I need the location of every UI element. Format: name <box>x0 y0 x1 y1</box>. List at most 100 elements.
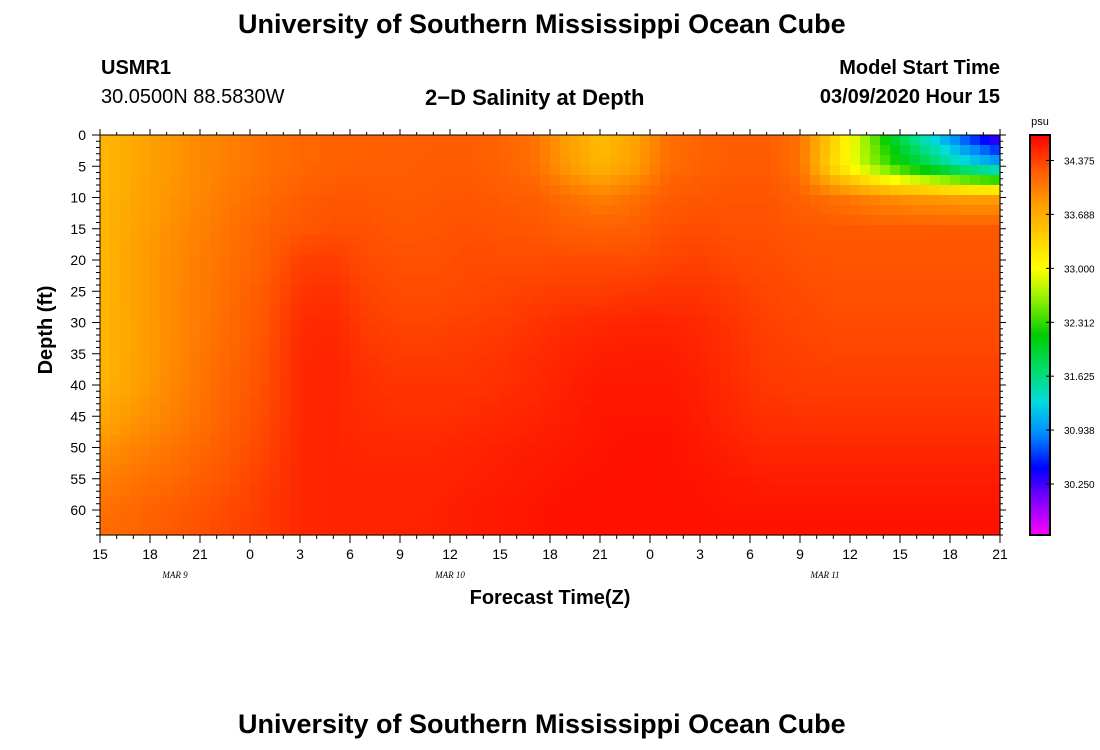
heatmap-cell <box>470 135 481 146</box>
heatmap-cell <box>200 225 211 236</box>
heatmap-cell <box>290 465 301 476</box>
heatmap-cell <box>800 485 811 496</box>
heatmap-cell <box>850 495 861 506</box>
heatmap-cell <box>720 445 731 456</box>
heatmap-cell <box>470 205 481 216</box>
heatmap-cell <box>350 435 361 446</box>
heatmap-cell <box>320 295 331 306</box>
heatmap-cell <box>490 145 501 156</box>
heatmap-cell <box>330 375 341 386</box>
heatmap-cell <box>180 215 191 226</box>
x-tick-label: 12 <box>442 546 458 562</box>
heatmap-cell <box>980 305 991 316</box>
heatmap-cell <box>270 175 281 186</box>
heatmap-cell <box>550 355 561 366</box>
heatmap-cell <box>480 425 491 436</box>
heatmap-cell <box>490 295 501 306</box>
heatmap-cell <box>770 205 781 216</box>
page-title-bottom: University of Southern Mississippi Ocean… <box>238 709 846 739</box>
heatmap-cell <box>800 395 811 406</box>
heatmap-cell <box>940 325 951 336</box>
heatmap-cell <box>170 335 181 346</box>
heatmap-cell <box>210 375 221 386</box>
heatmap-cell <box>680 305 691 316</box>
heatmap-cell <box>300 215 311 226</box>
heatmap-cell <box>930 525 941 536</box>
heatmap-cell <box>200 315 211 326</box>
heatmap-cell <box>730 515 741 526</box>
heatmap-cell <box>220 145 231 156</box>
heatmap-cell <box>980 465 991 476</box>
heatmap-cell <box>710 245 721 256</box>
heatmap-cell <box>180 415 191 426</box>
heatmap-cell <box>320 235 331 246</box>
heatmap-cell <box>670 515 681 526</box>
heatmap-cell <box>220 215 231 226</box>
heatmap-cell <box>860 395 871 406</box>
heatmap-cell <box>640 335 651 346</box>
heatmap-cell <box>230 175 241 186</box>
heatmap-cell <box>430 495 441 506</box>
heatmap-cell <box>430 205 441 216</box>
heatmap-cell <box>110 465 121 476</box>
heatmap-cell <box>430 395 441 406</box>
heatmap-cell <box>580 485 591 496</box>
heatmap-cell <box>720 235 731 246</box>
heatmap-cell <box>390 255 401 266</box>
heatmap-cell <box>100 255 111 266</box>
heatmap-cell <box>120 165 131 176</box>
heatmap-cell <box>770 245 781 256</box>
heatmap-cell <box>440 515 451 526</box>
heatmap-cell <box>900 335 911 346</box>
heatmap-cell <box>470 375 481 386</box>
heatmap-cell <box>210 515 221 526</box>
heatmap-cell <box>790 415 801 426</box>
heatmap-cell <box>780 465 791 476</box>
heatmap-cell <box>250 465 261 476</box>
heatmap-cell <box>320 315 331 326</box>
heatmap-cell <box>420 375 431 386</box>
heatmap-cell <box>720 485 731 496</box>
heatmap-cell <box>640 505 651 516</box>
heatmap-cell <box>730 445 741 456</box>
heatmap-cell <box>940 195 951 206</box>
heatmap-cell <box>530 525 541 536</box>
heatmap-cell <box>180 525 191 536</box>
heatmap-cell <box>880 235 891 246</box>
heatmap-cell <box>920 385 931 396</box>
heatmap-cell <box>580 435 591 446</box>
heatmap-cell <box>730 385 741 396</box>
heatmap-cell <box>340 245 351 256</box>
heatmap-cell <box>380 365 391 376</box>
heatmap-cell <box>170 355 181 366</box>
heatmap-cell <box>910 515 921 526</box>
heatmap-cell <box>180 475 191 486</box>
heatmap-cell <box>660 365 671 376</box>
heatmap-cell <box>430 305 441 316</box>
heatmap-cell <box>250 245 261 256</box>
heatmap-cell <box>170 135 181 146</box>
heatmap-cell <box>100 335 111 346</box>
heatmap-cell <box>540 185 551 196</box>
heatmap-cell <box>590 135 601 146</box>
heatmap-cell <box>760 175 771 186</box>
heatmap-cell <box>920 165 931 176</box>
heatmap-cell <box>320 205 331 216</box>
heatmap-cell <box>780 255 791 266</box>
heatmap-cell <box>730 365 741 376</box>
heatmap-cell <box>230 355 241 366</box>
heatmap-cell <box>280 525 291 536</box>
heatmap-cell <box>570 265 581 276</box>
heatmap-cell <box>570 325 581 336</box>
heatmap-cell <box>790 505 801 516</box>
heatmap-cell <box>440 195 451 206</box>
heatmap-cell <box>430 175 441 186</box>
heatmap-cell <box>710 485 721 496</box>
heatmap-cell <box>580 265 591 276</box>
heatmap-cell <box>920 355 931 366</box>
heatmap-cell <box>790 465 801 476</box>
heatmap-cell <box>280 455 291 466</box>
heatmap-cell <box>730 315 741 326</box>
heatmap-cell <box>940 345 951 356</box>
heatmap-cell <box>860 285 871 296</box>
